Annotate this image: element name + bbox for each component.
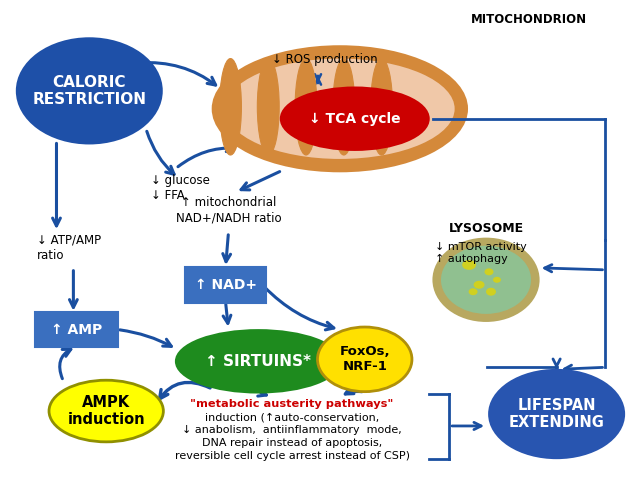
Ellipse shape <box>257 58 279 155</box>
Text: ↑ SIRTUINS*: ↑ SIRTUINS* <box>205 354 311 369</box>
Ellipse shape <box>440 245 532 315</box>
Ellipse shape <box>49 380 163 442</box>
Text: ↓ glucose
↓ FFA: ↓ glucose ↓ FFA <box>151 174 210 202</box>
Ellipse shape <box>484 268 493 275</box>
Text: ↑ AMP: ↑ AMP <box>51 322 102 337</box>
Text: "metabolic austerity pathways": "metabolic austerity pathways" <box>190 399 394 409</box>
FancyBboxPatch shape <box>35 312 118 347</box>
Text: reversible cell cycle arrest instead of CSP): reversible cell cycle arrest instead of … <box>175 451 410 461</box>
Text: DNA repair instead of apoptosis,: DNA repair instead of apoptosis, <box>202 438 382 448</box>
Text: ↓ mTOR activity
↑ autophagy: ↓ mTOR activity ↑ autophagy <box>435 242 527 264</box>
Text: CALORIC
RESTRICTION: CALORIC RESTRICTION <box>32 75 146 107</box>
Ellipse shape <box>462 260 476 270</box>
Ellipse shape <box>176 331 340 392</box>
Text: ↓ TCA cycle: ↓ TCA cycle <box>309 112 401 126</box>
Ellipse shape <box>486 288 496 296</box>
Text: AMPK
induction: AMPK induction <box>67 395 145 427</box>
Ellipse shape <box>474 281 484 289</box>
Ellipse shape <box>281 88 428 150</box>
Text: LYSOSOME: LYSOSOME <box>449 222 524 235</box>
Text: ↓ ROS production: ↓ ROS production <box>272 53 378 66</box>
Ellipse shape <box>318 327 412 392</box>
Ellipse shape <box>493 277 501 283</box>
Ellipse shape <box>490 370 624 458</box>
Text: ↓ ATP/AMP
ratio: ↓ ATP/AMP ratio <box>37 234 101 262</box>
Text: ↑ NAD+: ↑ NAD+ <box>195 278 256 292</box>
Text: FoxOs,
NRF-1: FoxOs, NRF-1 <box>340 345 390 374</box>
Text: ↓ anabolism,  antiinflammatory  mode,: ↓ anabolism, antiinflammatory mode, <box>182 425 402 435</box>
Text: LIFESPAN
EXTENDING: LIFESPAN EXTENDING <box>508 398 605 430</box>
Ellipse shape <box>219 58 241 155</box>
Ellipse shape <box>333 58 355 155</box>
Ellipse shape <box>17 38 161 143</box>
Ellipse shape <box>295 58 317 155</box>
Text: ↑ mitochondrial
NAD+/NADH ratio: ↑ mitochondrial NAD+/NADH ratio <box>176 196 282 224</box>
Ellipse shape <box>434 239 538 320</box>
Ellipse shape <box>213 47 467 171</box>
Ellipse shape <box>469 288 478 295</box>
FancyBboxPatch shape <box>185 267 266 302</box>
Ellipse shape <box>224 57 455 160</box>
Text: induction (↑auto-conservation,: induction (↑auto-conservation, <box>205 412 379 422</box>
Ellipse shape <box>370 58 392 155</box>
Text: MITOCHONDRION: MITOCHONDRION <box>471 13 587 26</box>
